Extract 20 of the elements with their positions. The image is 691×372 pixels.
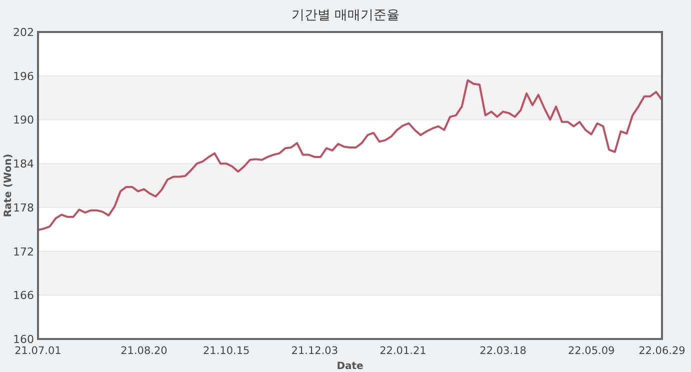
chart-title: 기간별 매매기준율 [291,8,400,23]
y-axis-title: Rate (Won) [3,154,14,218]
y-tick-label: 178 [13,201,34,214]
x-tick-label: 21.10.15 [202,345,250,357]
x-tick-label: 22.01.21 [380,345,426,357]
x-tick-label: 22.03.18 [480,345,526,357]
y-tick-label: 190 [13,114,34,127]
x-tick-label: 22.06.29 [638,345,686,357]
x-tick-label: 21.08.20 [120,345,168,357]
y-tick-label: 172 [13,245,34,258]
x-tick-label: 21.07.01 [14,345,62,357]
y-tick-label: 184 [13,158,34,171]
y-tick-label: 196 [13,70,34,83]
y-tick-label: 160 [13,333,34,346]
line-series [37,79,663,232]
x-tick-label: 22.05.09 [568,345,615,357]
y-tick-label: 166 [13,289,34,302]
x-tick-label: 21.12.03 [291,345,338,357]
x-axis-title: Date [336,361,364,372]
y-tick-label: 202 [13,26,34,39]
